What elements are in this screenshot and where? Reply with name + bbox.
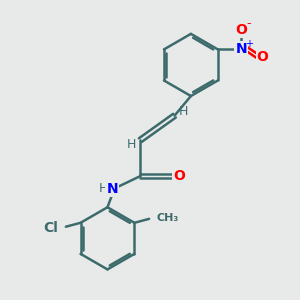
Text: -: - (246, 17, 251, 30)
Text: CH₃: CH₃ (156, 213, 178, 223)
Text: H: H (179, 105, 188, 118)
Text: N: N (236, 42, 247, 56)
Text: H: H (126, 138, 136, 151)
Text: Cl: Cl (43, 221, 58, 235)
Text: O: O (173, 169, 185, 183)
Text: N: N (106, 182, 118, 196)
Text: O: O (236, 23, 247, 38)
Text: O: O (257, 50, 268, 64)
Text: +: + (244, 38, 253, 49)
Text: H: H (98, 182, 108, 195)
